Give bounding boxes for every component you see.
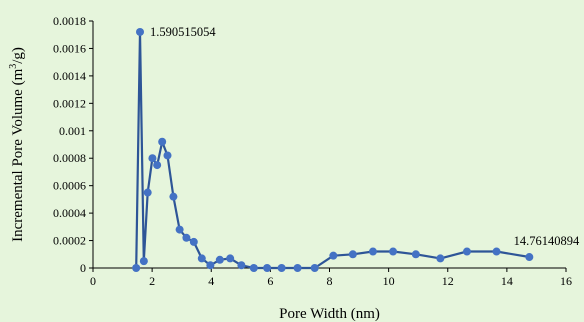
series-line <box>135 30 530 270</box>
data-point <box>163 151 172 160</box>
x-tick-label: 16 <box>560 274 572 288</box>
y-tick-label: 0 <box>80 261 86 275</box>
data-point <box>182 233 191 242</box>
data-point <box>249 264 258 272</box>
y-tick-label: 0.0016 <box>53 41 86 55</box>
data-point <box>348 250 357 259</box>
data-point <box>436 254 445 263</box>
data-label: 14.76140894 <box>514 234 580 248</box>
data-point <box>237 261 246 270</box>
y-axis-title-group: Incremental Pore Volume (m3/g) <box>8 47 26 242</box>
y-axis-title: Incremental Pore Volume (m3/g) <box>8 47 26 242</box>
x-tick-label: 6 <box>267 274 273 288</box>
data-label: 1.590515054 <box>150 25 216 39</box>
y-axis-title-tail: /g) <box>10 47 26 64</box>
data-point <box>197 254 206 263</box>
data-point <box>329 251 338 260</box>
x-tick-label: 0 <box>90 274 96 288</box>
ticks: 0 2 4 6 8 10 12 14 16 0 0.0002 0.0004 0.0006 0.0008 0.… <box>53 14 572 288</box>
y-tick-label: 0.0008 <box>53 151 86 165</box>
data-point <box>158 137 167 146</box>
annotations: 1.590515054 14.76140894 <box>150 25 580 248</box>
x-axis-title: Pore Width (nm) <box>279 306 380 322</box>
y-tick-label: 0.001 <box>59 124 86 138</box>
y-tick-label: 0.0006 <box>53 179 86 193</box>
data-point <box>189 237 198 246</box>
data-point <box>293 264 302 272</box>
data-point <box>277 264 286 272</box>
data-point <box>169 192 178 201</box>
y-tick-label: 0.0002 <box>53 234 86 248</box>
data-point <box>263 264 272 272</box>
x-tick-label: 2 <box>149 274 155 288</box>
data-point <box>226 254 235 263</box>
data-point <box>492 247 501 256</box>
data-point <box>206 261 215 270</box>
y-tick-label: 0.0018 <box>53 14 86 28</box>
data-point <box>148 154 157 163</box>
y-axis-title-sup: 3 <box>8 64 19 69</box>
data-point <box>153 161 162 170</box>
x-tick-label: 14 <box>501 274 513 288</box>
data-point <box>175 225 184 234</box>
data-point <box>139 257 148 266</box>
y-tick-label: 0.0004 <box>53 206 86 220</box>
x-tick-label: 12 <box>442 274 454 288</box>
data-point <box>462 247 471 256</box>
x-tick-label: 4 <box>208 274 214 288</box>
y-tick-label: 0.0014 <box>53 69 86 83</box>
data-series <box>132 27 534 272</box>
data-point <box>389 247 398 256</box>
data-point <box>143 188 152 197</box>
data-point <box>132 264 141 272</box>
data-point <box>368 247 377 256</box>
y-axis-title-main: Incremental Pore Volume (m <box>10 68 26 241</box>
data-point <box>525 253 534 262</box>
data-point <box>136 27 145 36</box>
x-tick-label: 8 <box>327 274 333 288</box>
x-tick-label: 10 <box>383 274 395 288</box>
data-point <box>215 255 224 264</box>
y-tick-label: 0.0012 <box>53 96 86 110</box>
data-point <box>411 250 420 259</box>
data-point <box>310 264 319 272</box>
